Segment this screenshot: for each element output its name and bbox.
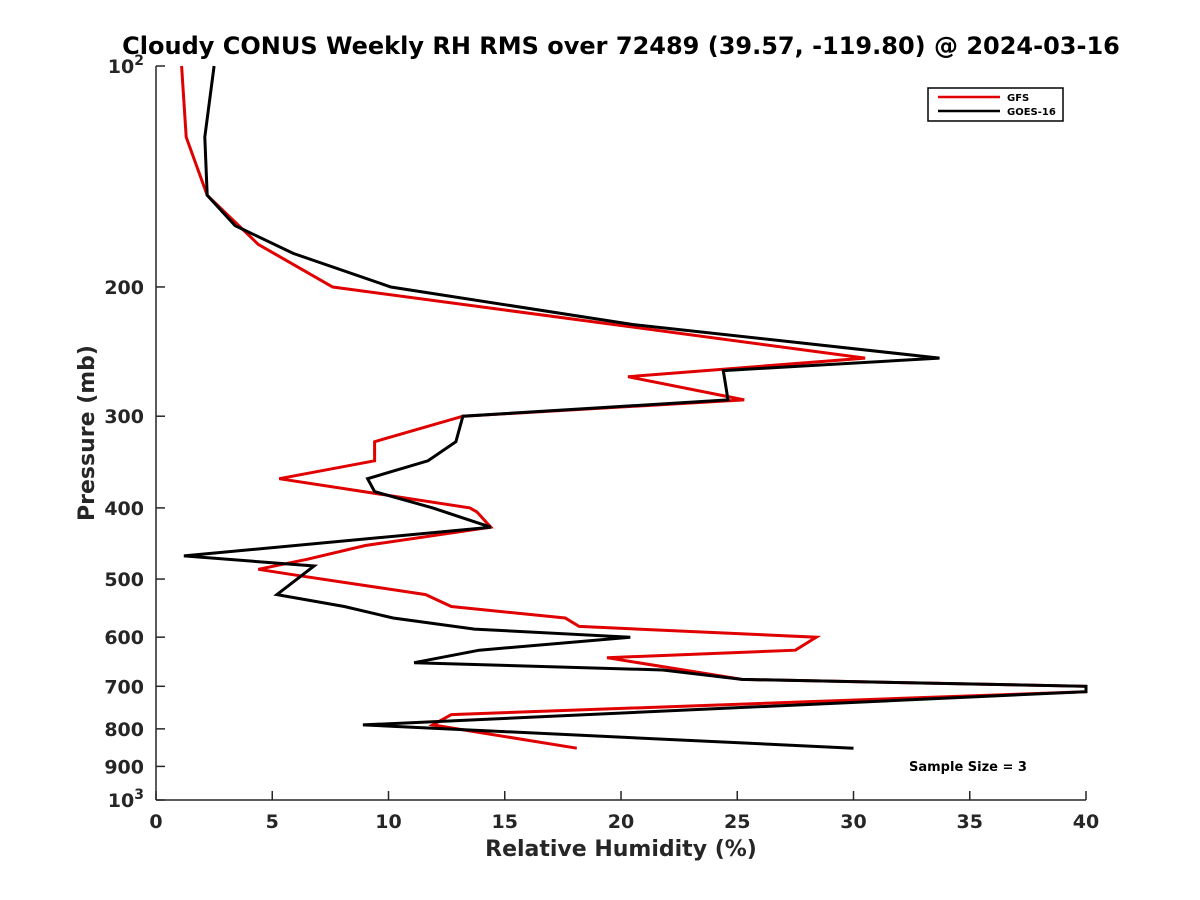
legend-label-goes16: GOES-16: [1007, 107, 1056, 118]
x-axis-label: Relative Humidity (%): [485, 837, 757, 862]
chart-title: Cloudy CONUS Weekly RH RMS over 72489 (3…: [122, 32, 1120, 60]
y-tick-label: 200: [104, 277, 144, 299]
y-tick-label: 300: [104, 406, 144, 428]
x-tick-label: 40: [1073, 811, 1099, 833]
series-group: [180, 65, 1088, 750]
legend-label-gfs: GFS: [1007, 93, 1029, 104]
series-line-gfs: [180, 65, 1088, 750]
y-axis: 102 200 300 400 500 600 700 800 900 103: [104, 53, 165, 812]
x-tick-label: 30: [840, 811, 866, 833]
x-tick-label: 35: [957, 811, 983, 833]
series-line-goes16: [183, 65, 1088, 750]
plot-area: [156, 66, 1086, 800]
x-axis: 0 5 10 15 20 25 30 35 40: [149, 791, 1099, 833]
y-axis-label: Pressure (mb): [75, 345, 100, 521]
y-tick-label: 400: [104, 498, 144, 520]
x-tick-label: 20: [608, 811, 634, 833]
x-tick-label: 5: [266, 811, 279, 833]
x-tick-label: 25: [724, 811, 750, 833]
legend-box: [927, 87, 1064, 122]
y-tick-label: 900: [104, 756, 144, 778]
y-tick-label: 103: [108, 787, 144, 812]
sample-size-annotation: Sample Size = 3: [909, 760, 1027, 775]
y-tick-label: 500: [104, 569, 144, 591]
y-tick-label: 600: [104, 627, 144, 649]
x-tick-label: 0: [149, 811, 162, 833]
legend: GFS GOES-16: [927, 87, 1064, 122]
y-tick-label: 800: [104, 719, 144, 741]
y-tick-label: 700: [104, 676, 144, 698]
x-tick-label: 10: [375, 811, 401, 833]
x-tick-label: 15: [492, 811, 518, 833]
y-tick-label: 102: [108, 53, 144, 78]
